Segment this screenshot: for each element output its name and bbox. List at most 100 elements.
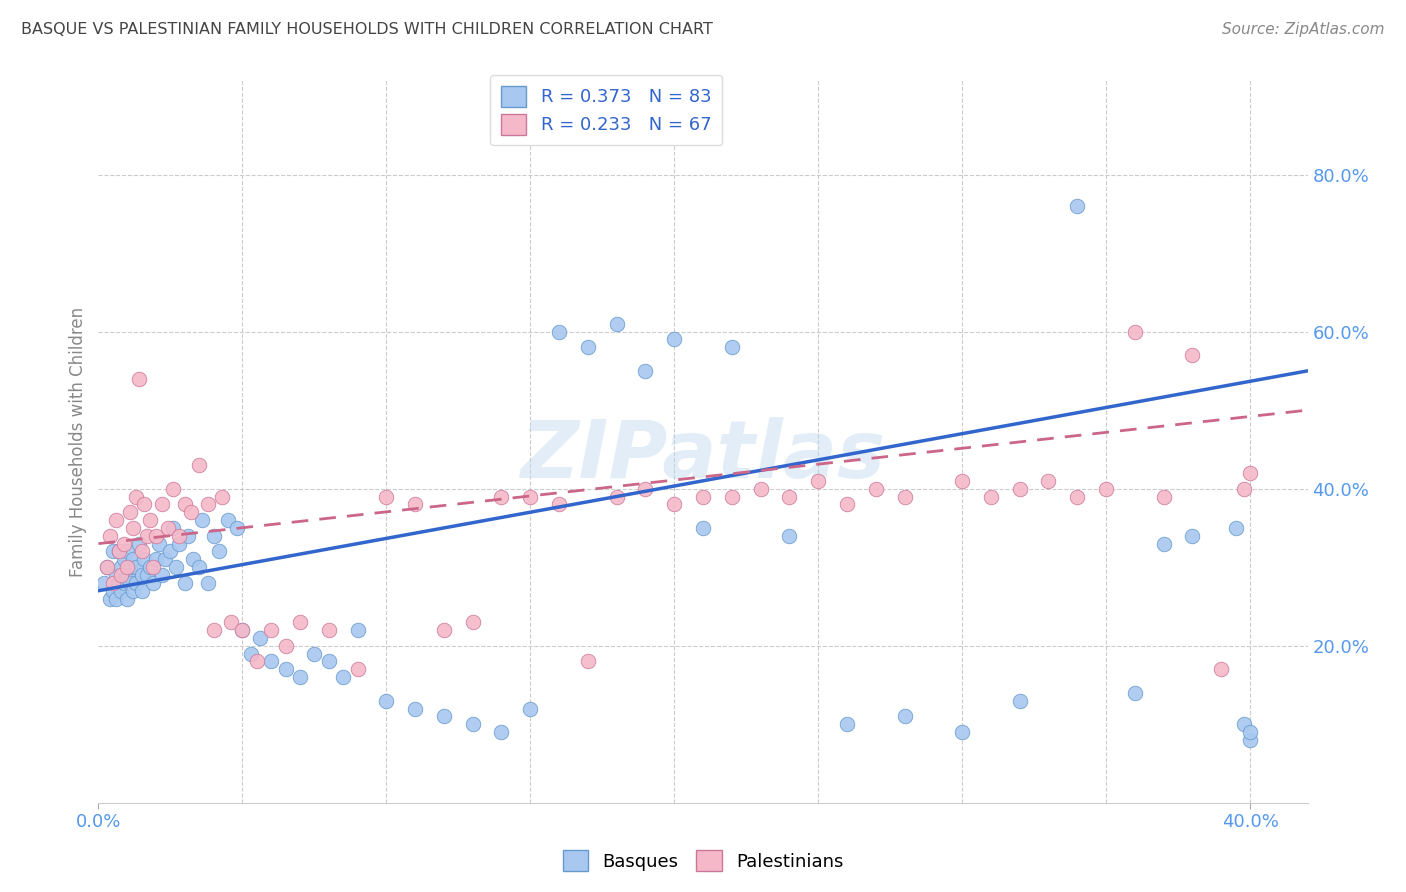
Point [664, 333, 686, 347]
Point [219, 615, 242, 630]
Point [128, 536, 150, 550]
Point [835, 717, 858, 731]
Point [576, 340, 599, 354]
Point [165, 560, 187, 574]
Point [375, 694, 398, 708]
Point [865, 482, 887, 496]
Point [1239, 733, 1261, 747]
Point [104, 591, 127, 606]
Point [96, 560, 118, 574]
Point [634, 364, 657, 378]
Point [125, 490, 148, 504]
Point [576, 655, 599, 669]
Point [145, 529, 167, 543]
Point [1239, 725, 1261, 739]
Text: Source: ZipAtlas.com: Source: ZipAtlas.com [1222, 22, 1385, 37]
Point [950, 474, 973, 488]
Point [720, 490, 742, 504]
Point [197, 575, 219, 590]
Point [519, 701, 541, 715]
Point [107, 575, 129, 590]
Point [1008, 482, 1031, 496]
Point [142, 575, 165, 590]
Point [491, 490, 513, 504]
Point [835, 497, 858, 511]
Point [749, 482, 772, 496]
Point [153, 552, 176, 566]
Point [519, 490, 541, 504]
Point [240, 647, 263, 661]
Point [274, 662, 297, 676]
Point [112, 552, 135, 566]
Point [125, 575, 148, 590]
Point [148, 536, 170, 550]
Point [110, 583, 132, 598]
Point [93, 575, 115, 590]
Point [115, 591, 138, 606]
Point [159, 544, 181, 558]
Point [606, 490, 628, 504]
Point [125, 560, 148, 574]
Point [167, 529, 190, 543]
Point [980, 490, 1002, 504]
Point [150, 497, 173, 511]
Point [246, 655, 269, 669]
Point [122, 583, 145, 598]
Point [1123, 686, 1146, 700]
Point [318, 623, 340, 637]
Point [112, 575, 135, 590]
Point [1181, 529, 1204, 543]
Point [197, 497, 219, 511]
Point [893, 490, 915, 504]
Point [217, 513, 239, 527]
Point [162, 521, 184, 535]
Point [304, 647, 326, 661]
Text: BASQUE VS PALESTINIAN FAMILY HOUSEHOLDS WITH CHILDREN CORRELATION CHART: BASQUE VS PALESTINIAN FAMILY HOUSEHOLDS … [21, 22, 713, 37]
Point [120, 560, 142, 574]
Point [1008, 694, 1031, 708]
Point [173, 575, 195, 590]
Point [346, 662, 368, 676]
Point [950, 725, 973, 739]
Point [1233, 482, 1256, 496]
Point [461, 717, 484, 731]
Point [136, 568, 159, 582]
Point [288, 670, 311, 684]
Point [188, 458, 211, 472]
Legend: R = 0.373   N = 83, R = 0.233   N = 67: R = 0.373 N = 83, R = 0.233 N = 67 [491, 75, 723, 145]
Point [115, 560, 138, 574]
Y-axis label: Family Households with Children: Family Households with Children [69, 307, 87, 576]
Point [318, 655, 340, 669]
Point [1123, 325, 1146, 339]
Point [231, 623, 253, 637]
Point [664, 497, 686, 511]
Point [98, 591, 121, 606]
Point [115, 544, 138, 558]
Point [156, 521, 179, 535]
Point [1239, 466, 1261, 480]
Point [162, 482, 184, 496]
Point [1038, 474, 1060, 488]
Point [1233, 717, 1256, 731]
Point [208, 544, 231, 558]
Point [807, 474, 830, 488]
Point [134, 497, 156, 511]
Point [112, 536, 135, 550]
Point [188, 560, 211, 574]
Point [1066, 490, 1088, 504]
Point [606, 317, 628, 331]
Point [176, 529, 198, 543]
Point [720, 340, 742, 354]
Point [96, 560, 118, 574]
Point [167, 536, 190, 550]
Point [288, 615, 311, 630]
Point [115, 568, 138, 582]
Point [128, 372, 150, 386]
Point [375, 490, 398, 504]
Point [346, 623, 368, 637]
Point [893, 709, 915, 723]
Point [104, 568, 127, 582]
Point [433, 623, 456, 637]
Text: ZIPatlas: ZIPatlas [520, 417, 886, 495]
Point [101, 544, 124, 558]
